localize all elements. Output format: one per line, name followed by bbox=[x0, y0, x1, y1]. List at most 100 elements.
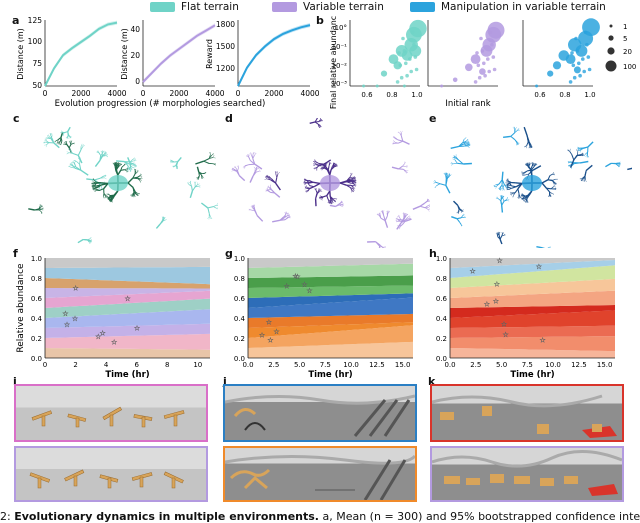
network-edge bbox=[327, 196, 328, 200]
area-xtick: 15.0 bbox=[395, 361, 411, 369]
a1-confidence-band bbox=[45, 21, 117, 88]
area-xtick: 12.5 bbox=[571, 361, 587, 369]
b-point bbox=[475, 51, 479, 55]
figure-caption: 2: Evolutionary dynamics in multiple env… bbox=[0, 510, 640, 523]
network-hub bbox=[320, 175, 340, 191]
network-edge bbox=[314, 183, 320, 186]
network-edge bbox=[406, 165, 408, 166]
network-edge bbox=[455, 160, 457, 163]
network-edge bbox=[616, 164, 619, 165]
b-point bbox=[490, 43, 494, 47]
network-edge bbox=[254, 167, 255, 169]
b-point bbox=[481, 49, 485, 53]
network-edge bbox=[451, 147, 459, 149]
area-xtick: 0.0 bbox=[444, 361, 455, 369]
b-point bbox=[401, 37, 405, 41]
a1-ytick-3: 125 bbox=[28, 16, 43, 25]
b1-xtick-2: 1.0 bbox=[411, 91, 422, 99]
network-edge bbox=[385, 221, 387, 228]
b-point bbox=[483, 74, 487, 78]
network-edge bbox=[104, 178, 106, 179]
network-edge bbox=[170, 162, 172, 163]
network-edge bbox=[498, 199, 501, 201]
network-edge bbox=[403, 164, 405, 167]
area-xtick: 0 bbox=[43, 361, 47, 369]
network-edge bbox=[78, 240, 83, 243]
network-edge bbox=[457, 219, 460, 222]
b-point bbox=[474, 80, 478, 84]
network-edge bbox=[78, 150, 81, 155]
network-edge bbox=[198, 185, 200, 186]
b-subplot-variable bbox=[428, 20, 505, 88]
network-edge bbox=[511, 133, 515, 137]
network-edge bbox=[340, 182, 347, 183]
network-edge bbox=[507, 200, 509, 201]
network-edge bbox=[574, 155, 577, 160]
area-xtick: 7.5 bbox=[320, 361, 331, 369]
network-edge bbox=[536, 247, 542, 248]
network-edge bbox=[429, 206, 430, 207]
b-point bbox=[578, 74, 582, 78]
b-point bbox=[403, 49, 407, 53]
area-ytick: 1.0 bbox=[436, 255, 447, 263]
area-xtick: 8 bbox=[165, 361, 169, 369]
network-edge bbox=[322, 166, 324, 167]
network-edge bbox=[122, 165, 124, 167]
chart-a1: 50 75 100 125 0 2000 4000 Distance (m) bbox=[16, 16, 127, 98]
b-ytick-1: 10⁻¹ bbox=[332, 43, 348, 51]
network-edge bbox=[67, 152, 69, 153]
network-edge bbox=[213, 205, 216, 206]
network-edge bbox=[509, 187, 512, 188]
network-edge bbox=[527, 136, 528, 142]
network-edge bbox=[507, 199, 509, 200]
network-edge bbox=[99, 153, 101, 156]
area-series bbox=[45, 258, 210, 268]
network-edge bbox=[208, 207, 213, 208]
network-edge bbox=[458, 205, 459, 209]
network-edge bbox=[208, 208, 209, 213]
network-edge bbox=[585, 171, 586, 176]
b-point bbox=[415, 68, 419, 72]
scene-j-bottom bbox=[223, 446, 417, 502]
marker-star: ☆ bbox=[73, 285, 79, 293]
network-edge bbox=[420, 206, 425, 207]
scene-j-top bbox=[223, 384, 417, 442]
network-edge bbox=[73, 144, 75, 145]
network-edge bbox=[124, 170, 126, 171]
network-edge bbox=[203, 177, 204, 178]
marker-star: ☆ bbox=[134, 325, 140, 333]
network-edge bbox=[73, 154, 78, 156]
area-xtick: 6 bbox=[134, 361, 139, 369]
area-ytick: 0.6 bbox=[436, 295, 448, 303]
network-edge bbox=[572, 155, 574, 160]
b-ytick-2: 10⁻² bbox=[332, 62, 348, 70]
network-edge bbox=[627, 168, 632, 169]
network-edge bbox=[502, 172, 503, 180]
a2-xtick-0: 0 bbox=[141, 89, 146, 98]
b-point bbox=[570, 51, 574, 55]
network-edge bbox=[140, 176, 142, 177]
network-edge bbox=[524, 127, 527, 136]
a1-ytick-0: 50 bbox=[32, 81, 42, 90]
network-edge bbox=[462, 210, 464, 211]
network-edge bbox=[518, 189, 519, 194]
network-edge bbox=[515, 127, 516, 129]
area-ytick: 0.4 bbox=[234, 315, 246, 323]
network-edge bbox=[204, 161, 210, 163]
b-point bbox=[547, 71, 553, 77]
area-ytick: 1.0 bbox=[234, 255, 245, 263]
network-edge bbox=[511, 136, 515, 139]
network-edge bbox=[99, 189, 103, 191]
a2-xtick-1: 2000 bbox=[169, 89, 188, 98]
marker-star: ☆ bbox=[503, 331, 509, 339]
network-edge bbox=[28, 209, 34, 210]
network-edge bbox=[440, 184, 446, 186]
b-ytick-0: 10° bbox=[335, 24, 347, 32]
network-edge bbox=[128, 178, 133, 183]
network-edge bbox=[133, 162, 134, 164]
network-edge bbox=[328, 170, 330, 175]
b-point bbox=[404, 62, 408, 66]
a1-xtick-1: 2000 bbox=[71, 89, 90, 98]
caption-bold: Evolutionary dynamics in multiple enviro… bbox=[14, 510, 319, 523]
